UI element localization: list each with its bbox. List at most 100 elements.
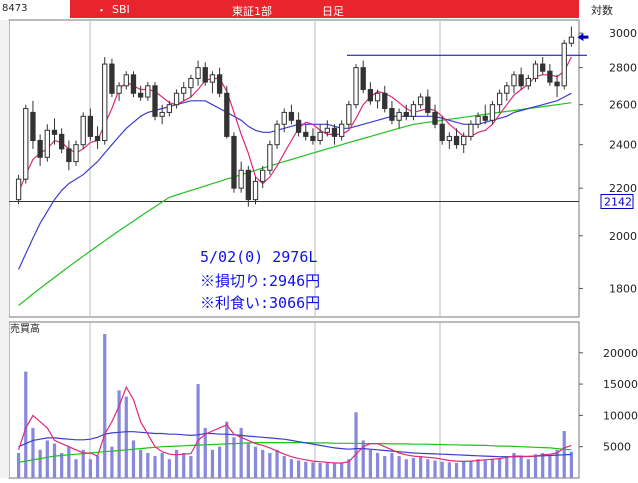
candle-body xyxy=(489,104,496,121)
candle-body xyxy=(30,111,36,142)
candle-body xyxy=(417,96,424,106)
candle-body xyxy=(116,85,122,94)
candle-body xyxy=(44,129,50,158)
volume-bar xyxy=(411,457,416,478)
volume-bar xyxy=(397,456,401,478)
volume-bar xyxy=(182,452,186,478)
volume-bar xyxy=(95,456,100,478)
candle-body xyxy=(109,63,115,94)
volume-bar xyxy=(117,390,121,478)
volume-bar xyxy=(131,440,136,478)
volume-bar xyxy=(218,446,222,478)
candle-body xyxy=(23,108,29,180)
candle-body xyxy=(504,85,510,94)
volume-ma-mid-line xyxy=(18,431,572,458)
candle-body xyxy=(396,111,402,121)
candle-body xyxy=(554,81,560,87)
candle-body xyxy=(482,115,488,121)
volume-bar xyxy=(232,437,236,478)
volume-bar xyxy=(368,449,372,478)
candle-body xyxy=(73,144,79,163)
candle-body xyxy=(188,77,194,89)
candle-body xyxy=(173,92,180,106)
candle-body xyxy=(295,119,302,133)
candle-body xyxy=(166,104,173,113)
scale-label: 対数 xyxy=(591,4,613,17)
volume-bar xyxy=(404,459,408,478)
candle-body xyxy=(224,92,230,137)
candle-body xyxy=(51,129,58,135)
volume-bar xyxy=(296,460,301,478)
volume-bar xyxy=(469,460,473,478)
candle-body xyxy=(425,96,431,113)
volume-bar xyxy=(268,452,272,478)
candle-body xyxy=(181,87,187,94)
header-bar xyxy=(70,0,579,18)
volume-bar xyxy=(340,462,344,478)
candle-body xyxy=(145,85,151,98)
volume-tick-label: 20000 xyxy=(603,347,638,360)
volume-bar xyxy=(447,462,451,478)
candle-body xyxy=(461,135,467,146)
candle-body xyxy=(252,180,259,201)
volume-bar xyxy=(31,427,35,478)
candle-body xyxy=(374,92,381,102)
volume-bar xyxy=(433,460,437,478)
candle-body xyxy=(303,131,309,137)
candle-body xyxy=(216,74,223,94)
price-tick-label: 3000 xyxy=(609,27,637,40)
volume-tick-label: 15000 xyxy=(603,378,638,391)
volume-bar xyxy=(462,461,466,478)
volume-bar xyxy=(239,427,243,478)
candle-body xyxy=(59,133,65,150)
volume-bar xyxy=(519,456,523,478)
volume-bar xyxy=(146,452,150,478)
candle-body xyxy=(288,111,295,121)
candle-body xyxy=(15,178,22,201)
volume-bar xyxy=(541,452,545,478)
volume-ma-long-line xyxy=(18,442,572,463)
volume-bar xyxy=(347,459,351,478)
volume-bar xyxy=(289,459,294,478)
volume-bar xyxy=(498,457,502,478)
volume-bar xyxy=(548,456,552,478)
candle-body xyxy=(468,123,474,137)
volume-ma-short-line xyxy=(18,385,572,464)
candle-body xyxy=(209,74,216,83)
last-price-arrow-icon xyxy=(577,33,589,42)
volume-bar xyxy=(311,462,315,478)
volume-bar xyxy=(261,449,265,478)
candle-body xyxy=(446,135,453,142)
annotation-stop-loss: ※損切り:2946円 xyxy=(200,272,321,290)
volume-bar xyxy=(103,334,107,478)
period-label: 日足 xyxy=(322,5,344,18)
candle-body xyxy=(310,135,316,142)
price-tick-label: 2600 xyxy=(609,99,637,112)
volume-bar xyxy=(390,452,394,478)
volume-bar xyxy=(110,446,114,478)
candle-body xyxy=(525,77,531,87)
candle-body xyxy=(367,89,374,102)
volume-bar xyxy=(174,449,179,478)
candle-body xyxy=(568,36,575,44)
candle-body xyxy=(346,104,352,125)
volume-bar xyxy=(318,462,322,478)
candle-body xyxy=(360,67,366,91)
volume-bar xyxy=(189,456,193,478)
candle-body xyxy=(274,123,280,146)
candle-body xyxy=(453,135,460,146)
volume-bar xyxy=(246,443,250,478)
annotation-entry: 5/02(0) 2976L xyxy=(200,248,318,266)
candle-body xyxy=(281,111,287,125)
candle-body xyxy=(317,131,323,142)
candle-body xyxy=(339,123,345,137)
volume-bar xyxy=(74,459,78,478)
candle-body xyxy=(496,92,503,106)
volume-bar xyxy=(454,462,459,478)
candle-body xyxy=(353,67,359,106)
candle-body xyxy=(267,144,273,171)
volume-bar xyxy=(332,463,337,478)
volume-bar xyxy=(440,461,444,478)
volume-bar xyxy=(67,446,71,478)
volume-bar xyxy=(555,449,559,478)
